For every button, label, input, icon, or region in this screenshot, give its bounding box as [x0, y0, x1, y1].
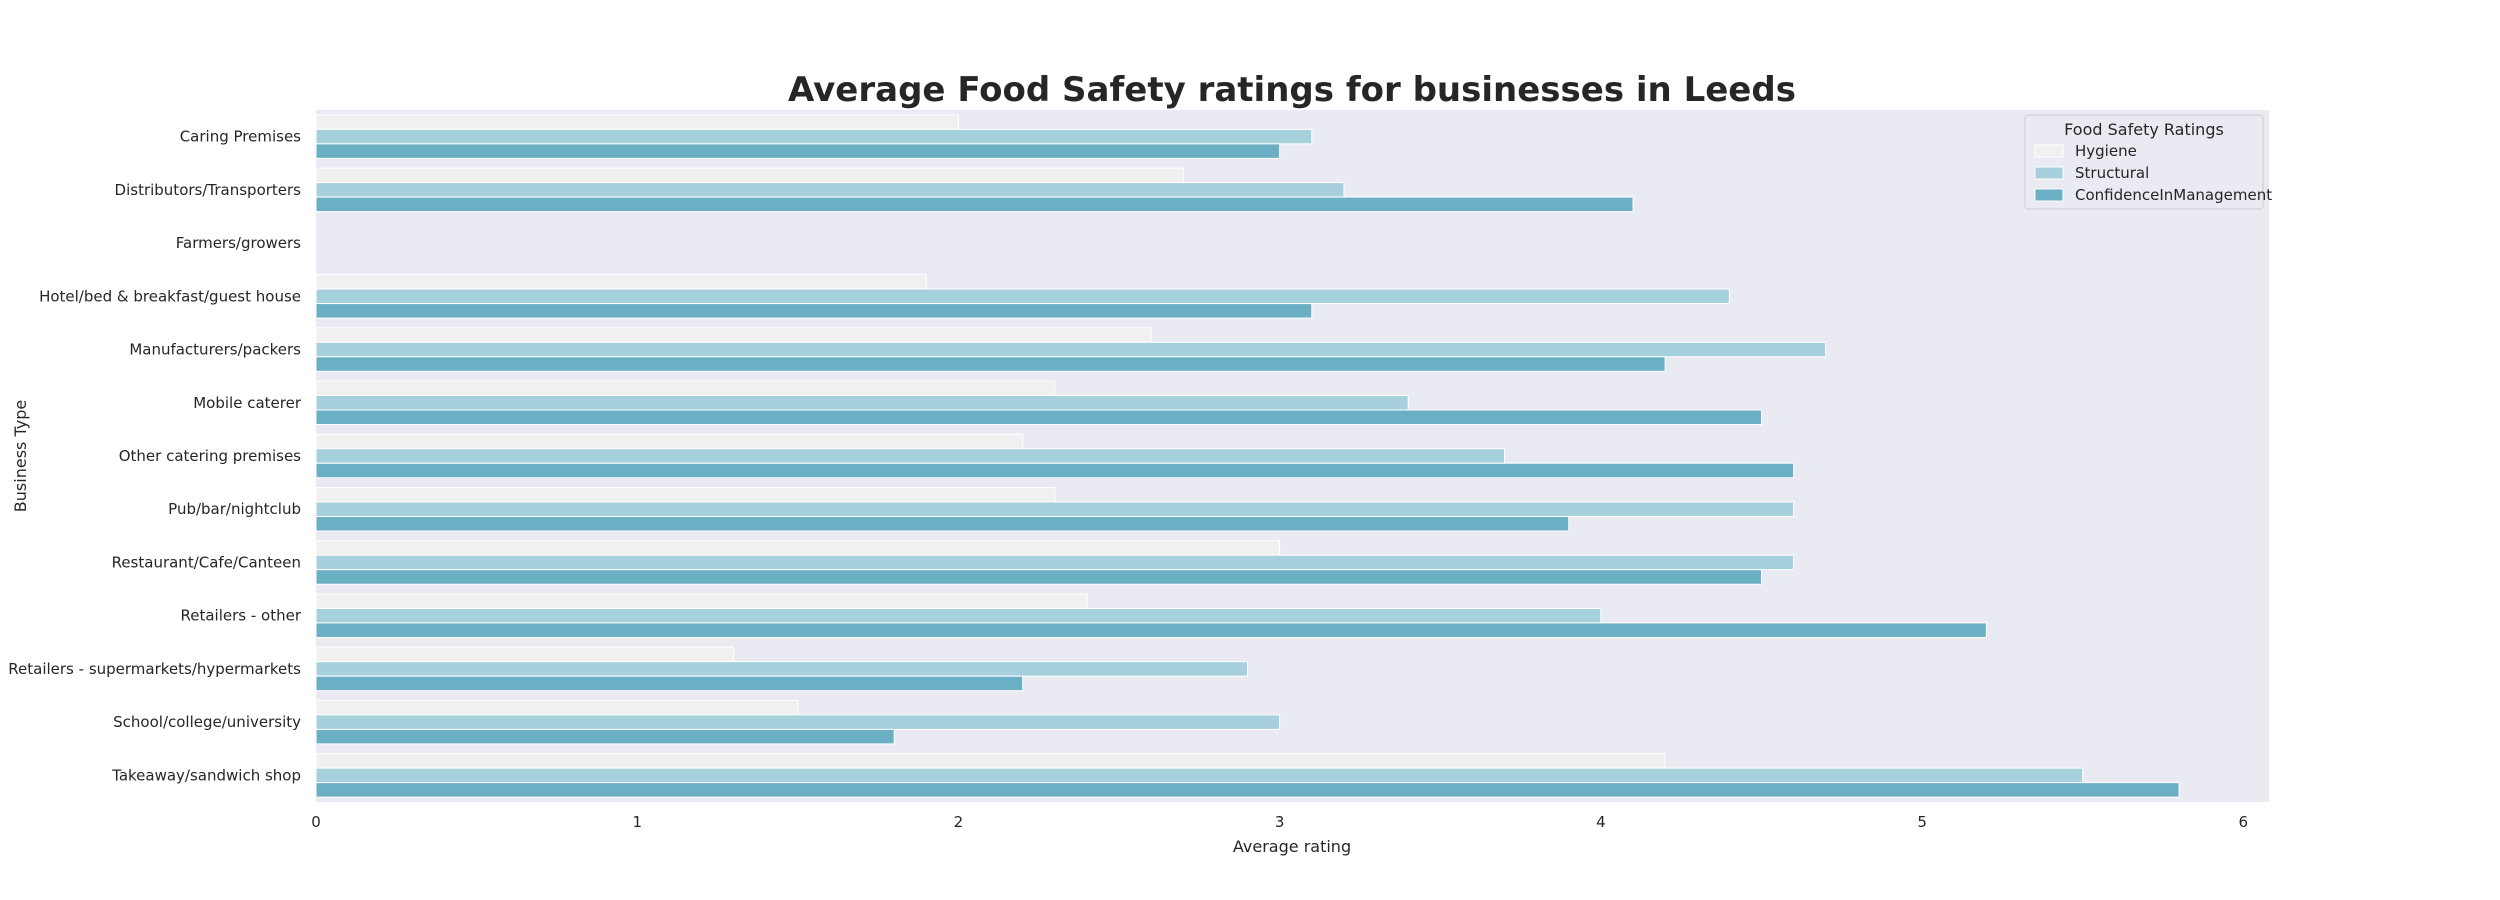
x-tick-label: 1 — [632, 813, 642, 831]
y-tick-label: Retailers - supermarkets/hypermarkets — [8, 660, 301, 678]
x-tick-label: 4 — [1596, 813, 1606, 831]
bar-confidenceinmanagement-caring-premises — [315, 143, 1281, 159]
bar-hygiene-distributors-transporters — [315, 167, 1184, 184]
bar-confidenceinmanagement-hotel-bed-breakfast-guest-house — [315, 303, 1313, 319]
bar-structural-pub-bar-nightclub — [315, 501, 1795, 517]
bar-structural-restaurant-cafe-canteen — [315, 554, 1795, 571]
bar-hygiene-manufacturers-packers — [315, 327, 1152, 343]
bar-structural-retailers-supermarkets-hypermarkets — [315, 661, 1249, 677]
bar-confidenceinmanagement-mobile-caterer — [315, 409, 1762, 426]
bar-confidenceinmanagement-takeaway-sandwich-shop — [315, 782, 2180, 798]
bar-structural-distributors-transporters — [315, 182, 1345, 198]
bar-structural-manufacturers-packers — [315, 341, 1827, 358]
x-tick-label: 0 — [311, 813, 321, 831]
x-tick-label: 2 — [954, 813, 964, 831]
y-tick-label: Distributors/Transporters — [115, 181, 302, 199]
legend-swatch-hygiene — [2034, 144, 2064, 158]
y-tick-label: Other catering premises — [119, 447, 301, 465]
bar-structural-takeaway-sandwich-shop — [315, 767, 2084, 784]
y-tick-label: School/college/university — [113, 713, 301, 731]
bar-structural-hotel-bed-breakfast-guest-house — [315, 288, 1730, 305]
y-tick-label: Manufacturers/packers — [129, 341, 301, 359]
y-tick-label: Takeaway/sandwich shop — [111, 766, 301, 784]
y-tick-label: Retailers - other — [180, 607, 301, 625]
x-axis-label: Average rating — [1233, 837, 1351, 856]
y-tick-labels: Caring Premises Distributors/Transporters… — [8, 128, 302, 785]
bar-confidenceinmanagement-pub-bar-nightclub — [315, 515, 1570, 532]
bar-structural-school-college-university — [315, 714, 1281, 730]
legend-swatch-structural — [2034, 166, 2064, 180]
bar-confidenceinmanagement-restaurant-cafe-canteen — [315, 569, 1762, 585]
y-tick-label: Restaurant/Cafe/Canteen — [112, 553, 301, 571]
bar-structural-retailers-other — [315, 607, 1602, 624]
bar-structural-caring-premises — [315, 128, 1313, 145]
bars-layer — [315, 114, 2180, 798]
bar-hygiene-other-catering-premises — [315, 433, 1024, 450]
x-tick-label: 3 — [1275, 813, 1285, 831]
y-tick-label: Pub/bar/nightclub — [168, 500, 301, 518]
bar-hygiene-retailers-supermarkets-hypermarkets — [315, 646, 735, 663]
y-tick-label: Farmers/growers — [176, 234, 301, 252]
legend-box — [2024, 114, 2264, 210]
y-tick-label: Hotel/bed & breakfast/guest house — [39, 287, 301, 305]
x-tick-label: 6 — [2239, 813, 2249, 831]
bar-confidenceinmanagement-retailers-supermarkets-hypermarkets — [315, 675, 1024, 692]
bar-confidenceinmanagement-retailers-other — [315, 622, 1987, 638]
bar-hygiene-school-college-university — [315, 699, 799, 716]
legend-title: Food Safety Ratings — [2064, 120, 2224, 139]
bar-hygiene-takeaway-sandwich-shop — [315, 753, 1666, 769]
bar-hygiene-caring-premises — [315, 114, 959, 130]
y-tick-label: Caring Premises — [180, 128, 301, 146]
y-tick-label: Mobile caterer — [193, 394, 302, 412]
legend-label-confidenceinmanagement: ConfidenceInManagement — [2075, 186, 2272, 204]
bar-hygiene-hotel-bed-breakfast-guest-house — [315, 274, 927, 290]
chart-title: Average Food Safety ratings for business… — [788, 70, 1796, 110]
bar-hygiene-pub-bar-nightclub — [315, 486, 1056, 503]
legend: Food Safety Ratings Hygiene Structural Con… — [2024, 114, 2272, 210]
bar-hygiene-restaurant-cafe-canteen — [315, 540, 1281, 556]
legend-label-hygiene: Hygiene — [2075, 142, 2137, 160]
bar-structural-mobile-caterer — [315, 395, 1409, 411]
y-axis-label: Business Type — [11, 400, 30, 512]
legend-items: Hygiene Structural ConfidenceInManagement — [2034, 142, 2272, 204]
legend-label-structural: Structural — [2075, 164, 2149, 182]
bar-confidenceinmanagement-other-catering-premises — [315, 462, 1795, 479]
bar-confidenceinmanagement-distributors-transporters — [315, 196, 1634, 213]
bar-hygiene-retailers-other — [315, 593, 1088, 609]
legend-swatch-confidenceinmanagement — [2034, 188, 2064, 202]
x-tick-label: 5 — [1917, 813, 1927, 831]
bar-hygiene-mobile-caterer — [315, 380, 1056, 397]
bar-confidenceinmanagement-school-college-university — [315, 728, 895, 745]
bar-structural-other-catering-premises — [315, 448, 1505, 464]
x-tick-labels: 0 1 2 3 4 5 6 — [311, 813, 2248, 831]
bar-confidenceinmanagement-manufacturers-packers — [315, 356, 1666, 372]
